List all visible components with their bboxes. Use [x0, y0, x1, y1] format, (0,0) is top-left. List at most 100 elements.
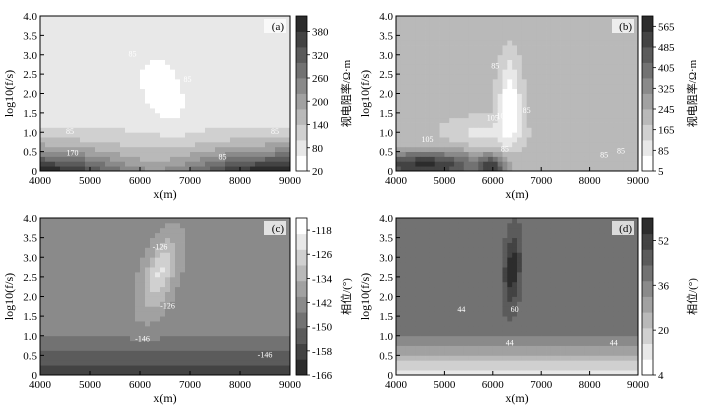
heatmap-cell	[240, 287, 245, 292]
heatmap-cell	[160, 40, 165, 45]
heatmap-cell	[522, 35, 527, 40]
heatmap-cell	[415, 50, 420, 55]
heatmap-cell	[160, 103, 165, 108]
heatmap-cell	[561, 108, 566, 113]
heatmap-cell	[180, 137, 185, 142]
heatmap-cell	[464, 74, 469, 79]
heatmap-cell	[590, 31, 595, 36]
heatmap-cell	[120, 341, 125, 346]
heatmap-cell	[105, 262, 110, 267]
heatmap-cell	[609, 89, 614, 94]
heatmap-cell	[619, 103, 624, 108]
heatmap-cell	[215, 350, 220, 355]
heatmap-cell	[155, 326, 160, 331]
heatmap-cell	[180, 331, 185, 336]
heatmap-cell	[488, 89, 493, 94]
heatmap-cell	[115, 247, 120, 252]
heatmap-cell	[50, 108, 55, 113]
heatmap-cell	[155, 35, 160, 40]
heatmap-cell	[215, 40, 220, 45]
heatmap-cell	[90, 40, 95, 45]
heatmap-cell	[170, 31, 175, 36]
heatmap-cell	[115, 267, 120, 272]
heatmap-cell	[240, 161, 245, 166]
heatmap-cell	[160, 365, 165, 370]
heatmap-cell	[70, 16, 75, 21]
heatmap-cell	[55, 84, 60, 89]
heatmap-cell	[215, 45, 220, 50]
heatmap-cell	[561, 21, 566, 26]
heatmap-cell	[185, 350, 190, 355]
heatmap-cell	[160, 161, 165, 166]
heatmap-cell	[210, 238, 215, 243]
heatmap-cell	[444, 89, 449, 94]
heatmap-cell	[145, 306, 150, 311]
heatmap-cell	[170, 156, 175, 161]
heatmap-cell	[80, 257, 85, 262]
heatmap-cell	[210, 31, 215, 36]
heatmap-cell	[135, 108, 140, 113]
heatmap-cell	[411, 161, 416, 166]
heatmap-cell	[175, 113, 180, 118]
heatmap-cell	[40, 341, 45, 346]
heatmap-cell	[275, 238, 280, 243]
heatmap-cell	[75, 262, 80, 267]
heatmap-cell	[105, 297, 110, 302]
heatmap-cell	[585, 127, 590, 132]
heatmap-cell	[541, 137, 546, 142]
heatmap-cell	[580, 132, 585, 137]
heatmap-cell	[245, 218, 250, 223]
heatmap-cell	[512, 55, 517, 60]
heatmap-cell	[115, 346, 120, 351]
heatmap-cell	[140, 103, 145, 108]
colorbar-step	[296, 163, 307, 167]
heatmap-cell	[145, 137, 150, 142]
heatmap-cell	[160, 321, 165, 326]
heatmap-cell	[180, 272, 185, 277]
heatmap-cell	[85, 127, 90, 132]
heatmap-cell	[180, 238, 185, 243]
heatmap-cell	[140, 40, 145, 45]
heatmap-cell	[230, 316, 235, 321]
heatmap-cell	[185, 108, 190, 113]
heatmap-cell	[120, 326, 125, 331]
heatmap-cell	[449, 108, 454, 113]
heatmap-cell	[40, 355, 45, 360]
heatmap-cell	[240, 16, 245, 21]
heatmap-cell	[255, 326, 260, 331]
heatmap-cell	[200, 233, 205, 238]
heatmap-cell	[245, 233, 250, 238]
heatmap-cell	[55, 257, 60, 262]
heatmap-cell	[140, 326, 145, 331]
heatmap-cell	[483, 156, 488, 161]
heatmap-cell	[594, 84, 599, 89]
heatmap-cell	[115, 142, 120, 147]
heatmap-cell	[205, 113, 210, 118]
heatmap-cell	[604, 103, 609, 108]
heatmap-cell	[165, 98, 170, 103]
heatmap-cell	[175, 355, 180, 360]
heatmap-cell	[245, 94, 250, 99]
heatmap-cell	[250, 316, 255, 321]
heatmap-cell	[473, 35, 478, 40]
heatmap-cell	[90, 311, 95, 316]
heatmap-cell	[532, 132, 537, 137]
heatmap-cell	[190, 321, 195, 326]
heatmap-cell	[444, 79, 449, 84]
heatmap-cell	[55, 94, 60, 99]
y-tick-label: 1.5	[23, 108, 37, 120]
heatmap-cell	[522, 21, 527, 26]
heatmap-cell	[205, 341, 210, 346]
heatmap-cell	[245, 306, 250, 311]
heatmap-cell	[401, 84, 406, 89]
heatmap-cell	[170, 350, 175, 355]
heatmap-cell	[623, 50, 628, 55]
heatmap-cell	[170, 60, 175, 65]
heatmap-cell	[260, 257, 265, 262]
heatmap-cell	[115, 123, 120, 128]
heatmap-cell	[105, 31, 110, 36]
heatmap-cell	[170, 321, 175, 326]
heatmap-cell	[200, 331, 205, 336]
heatmap-cell	[210, 257, 215, 262]
heatmap-cell	[580, 84, 585, 89]
